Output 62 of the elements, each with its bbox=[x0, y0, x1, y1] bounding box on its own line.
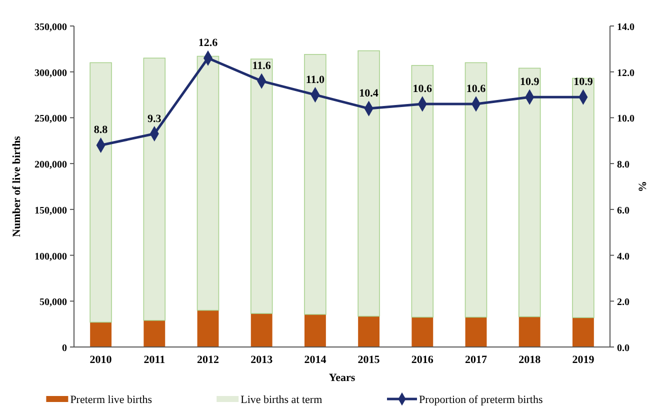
data-label: 8.8 bbox=[94, 124, 108, 136]
x-tick-label: 2010 bbox=[90, 354, 112, 366]
y-tick-label: 200,000 bbox=[34, 160, 67, 171]
x-tick-label: 2014 bbox=[304, 354, 327, 366]
bar bbox=[572, 78, 594, 318]
data-label: 11.0 bbox=[306, 74, 326, 86]
y2-tick-label: 10.0 bbox=[617, 114, 634, 125]
x-tick-label: 2019 bbox=[572, 354, 595, 366]
x-tick-label: 2011 bbox=[144, 354, 166, 366]
y2-tick-label: 2.0 bbox=[617, 297, 630, 308]
bar bbox=[304, 54, 326, 315]
bar bbox=[250, 58, 273, 314]
bar bbox=[572, 318, 594, 347]
bar bbox=[90, 322, 112, 347]
data-label: 10.9 bbox=[574, 76, 594, 88]
bar bbox=[358, 50, 380, 317]
y2-tick-label: 0.0 bbox=[617, 343, 630, 354]
data-label: 10.6 bbox=[466, 82, 486, 95]
bar bbox=[464, 62, 488, 318]
y2-axis-title: % bbox=[637, 181, 649, 192]
x-tick-label: 2013 bbox=[250, 354, 274, 366]
bar bbox=[465, 317, 487, 347]
x-tick-label: 2015 bbox=[358, 354, 380, 366]
bar bbox=[412, 317, 434, 347]
data-label: 12.6 bbox=[198, 37, 218, 50]
bar bbox=[518, 68, 541, 318]
bar bbox=[143, 58, 166, 321]
x-tick-label: 2016 bbox=[411, 354, 434, 366]
x-tick-label: 2017 bbox=[465, 354, 488, 366]
data-label: 9.3 bbox=[148, 112, 162, 125]
x-tick-label: 2012 bbox=[197, 354, 220, 366]
data-label: 11.6 bbox=[252, 60, 272, 72]
bar bbox=[144, 320, 166, 347]
bar bbox=[197, 310, 219, 347]
y2-tick-label: 8.0 bbox=[617, 160, 630, 171]
y-tick-label: 150,000 bbox=[34, 205, 67, 216]
y-tick-label: 100,000 bbox=[34, 251, 67, 262]
y-tick-label: 250,000 bbox=[34, 114, 67, 125]
bar bbox=[358, 316, 380, 347]
legend-label: Live births at term bbox=[240, 394, 323, 406]
y2-tick-label: 12.0 bbox=[617, 68, 634, 79]
y2-tick-label: 4.0 bbox=[617, 251, 630, 262]
x-tick-label: 2018 bbox=[518, 354, 542, 366]
bar bbox=[411, 65, 434, 318]
bar bbox=[304, 314, 326, 347]
y-tick-label: 300,000 bbox=[34, 68, 67, 79]
data-label: 10.9 bbox=[520, 76, 540, 88]
bar bbox=[518, 316, 540, 347]
y2-tick-label: 14.0 bbox=[617, 22, 634, 33]
legend-label: Proportion of preterm births bbox=[419, 394, 543, 406]
y-axis-title: Number of live births bbox=[11, 135, 23, 237]
y2-tick-label: 6.0 bbox=[617, 205, 630, 216]
y-tick-label: 50,000 bbox=[40, 297, 67, 308]
legend-label: Preterm live births bbox=[70, 394, 152, 406]
bar bbox=[250, 314, 272, 347]
bar bbox=[196, 56, 220, 311]
y-tick-label: 0 bbox=[62, 343, 67, 354]
y-tick-label: 350,000 bbox=[34, 22, 67, 33]
data-label: 10.4 bbox=[359, 88, 379, 100]
bar bbox=[90, 62, 112, 323]
x-axis-title: Years bbox=[328, 372, 356, 384]
data-label: 10.6 bbox=[412, 82, 433, 95]
